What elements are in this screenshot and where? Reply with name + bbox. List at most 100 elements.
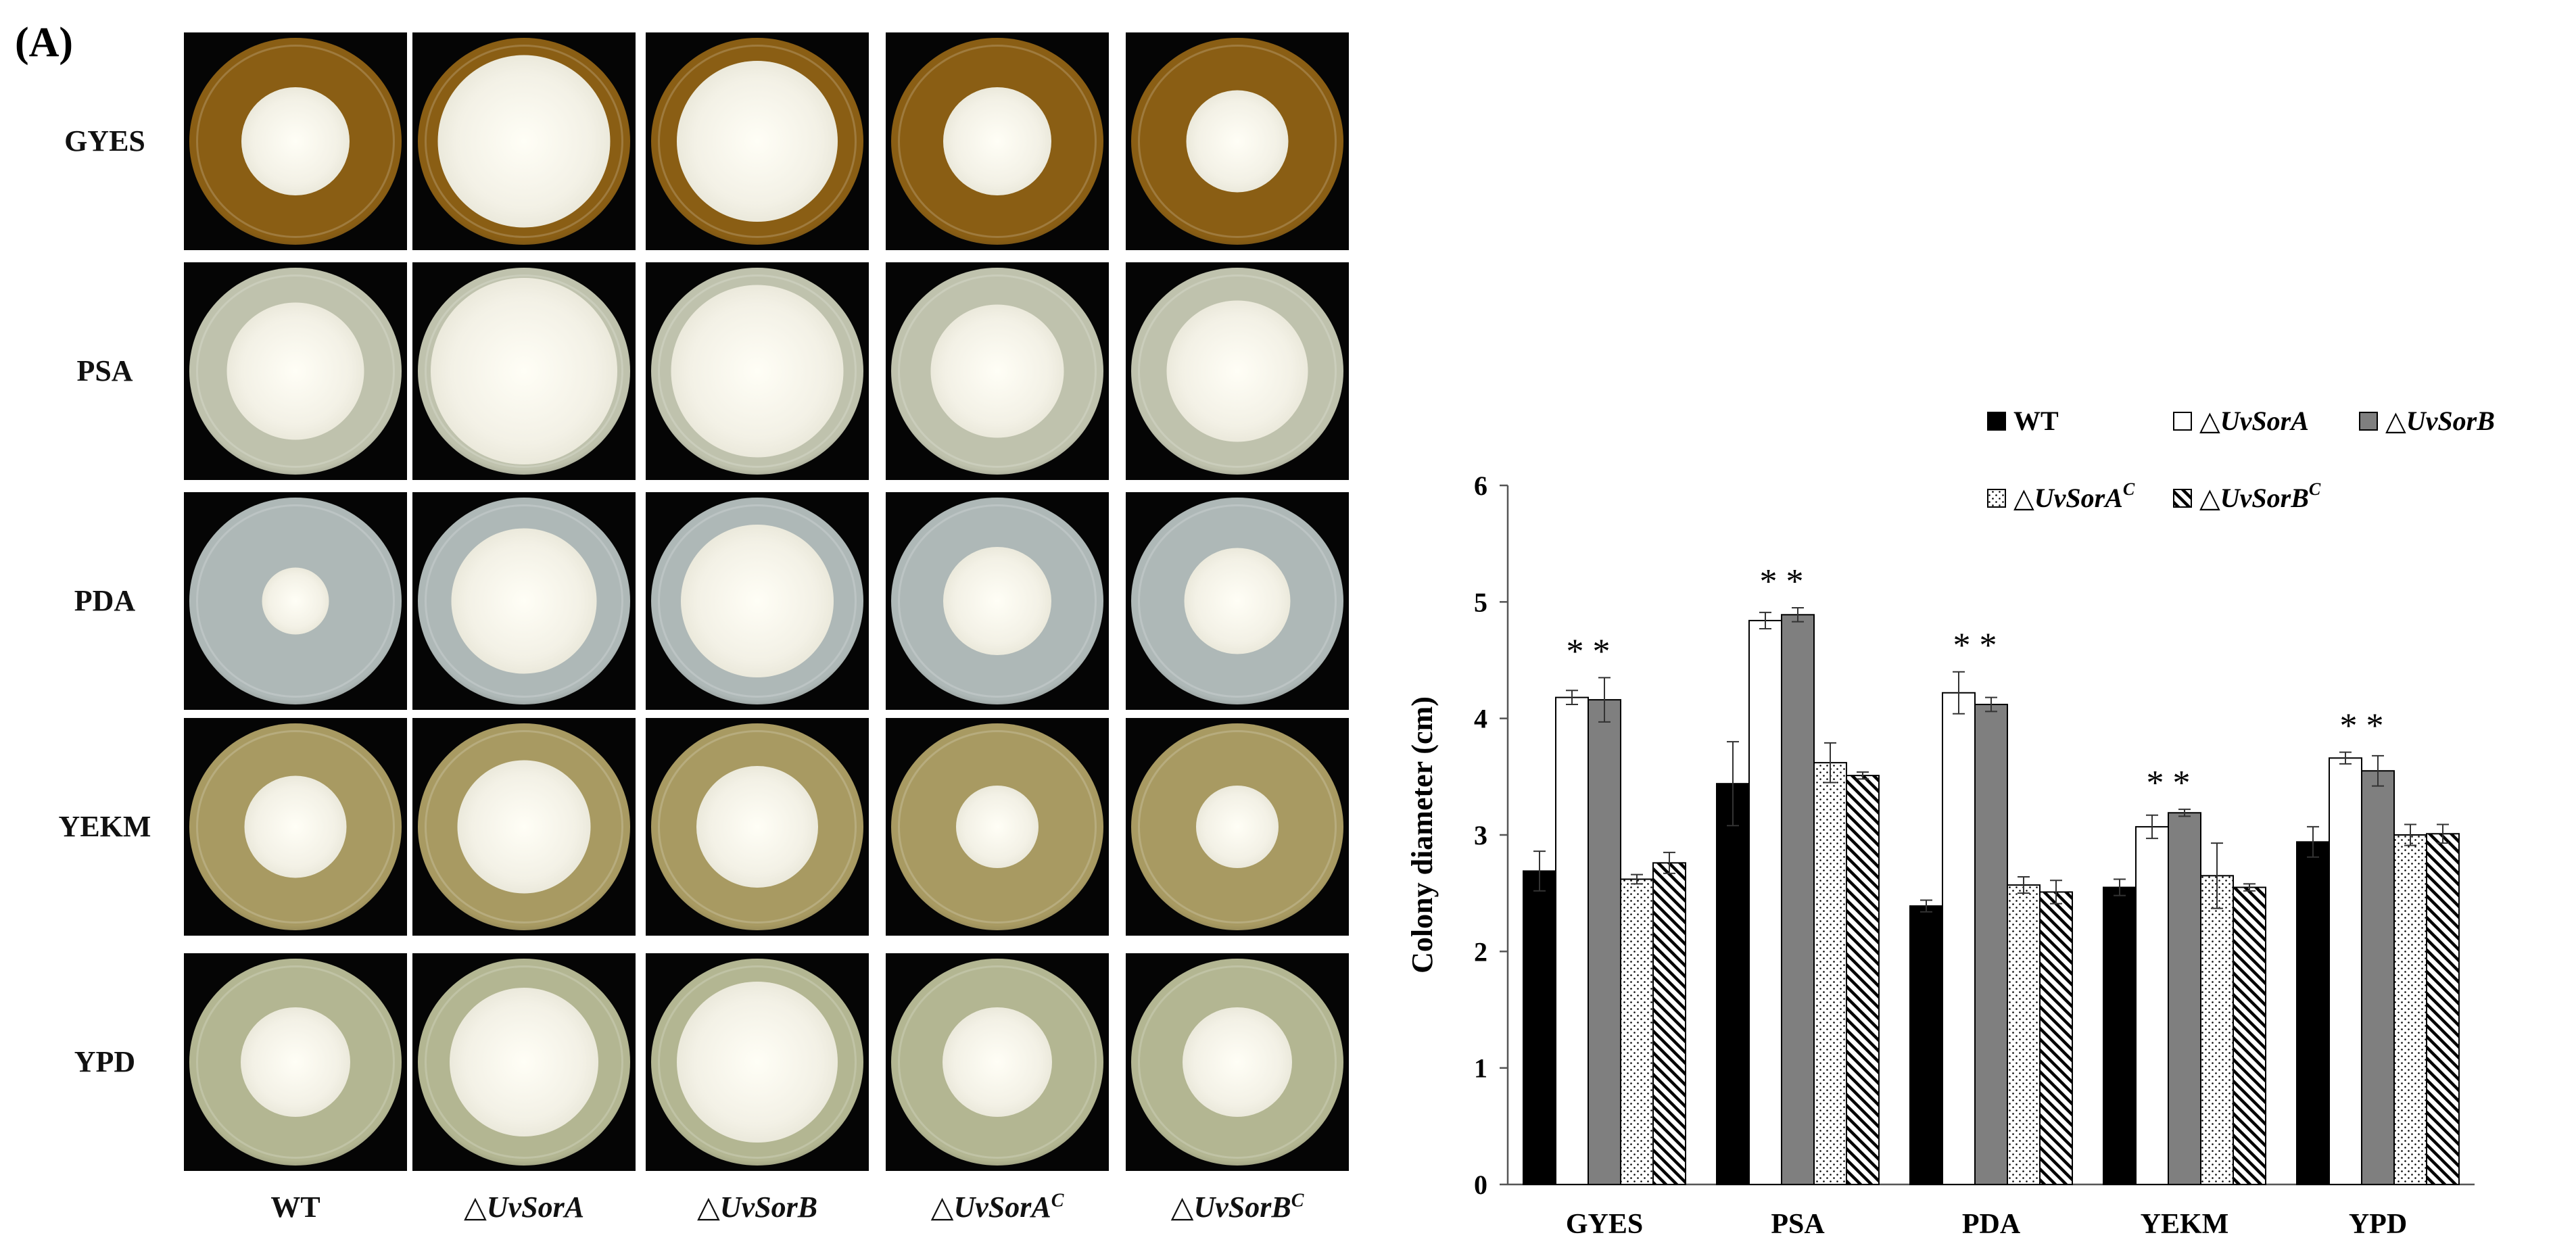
petri-dish <box>891 268 1103 475</box>
petri-dish <box>418 959 630 1166</box>
bar-psa-2 <box>1748 619 1782 1185</box>
bar-ypd-1 <box>2296 841 2330 1186</box>
fungal-colony <box>226 302 364 440</box>
fungal-colony <box>930 304 1064 438</box>
significance-marker: * * <box>1953 627 1997 665</box>
petri-dish <box>418 723 630 930</box>
y-tick-label: 0 <box>1474 1170 1487 1200</box>
x-tick-label: GYES <box>1566 1209 1643 1237</box>
petri-dish <box>418 38 630 245</box>
petri-dish <box>1131 959 1343 1166</box>
plate-psa-5 <box>1126 262 1349 480</box>
plate-yekm-2 <box>412 718 636 936</box>
bar-yekm-2 <box>2135 825 2169 1185</box>
plate-gyes-2 <box>412 32 636 250</box>
petri-dish <box>189 723 402 930</box>
plate-gyes-4 <box>886 32 1109 250</box>
significance-marker: * * <box>2340 707 2384 746</box>
fungal-colony <box>431 278 617 464</box>
petri-dish <box>1131 38 1343 245</box>
fungal-colony <box>437 55 611 228</box>
plate-yekm-3 <box>646 718 869 936</box>
x-tick-label: PDA <box>1962 1209 2021 1237</box>
bar-yekm-4 <box>2200 875 2234 1185</box>
legend-label-1: WT <box>2013 406 2059 436</box>
petri-dish <box>189 38 402 245</box>
y-tick-label: 3 <box>1474 820 1487 850</box>
plate-pda-1 <box>184 492 407 710</box>
plate-ypd-2 <box>412 953 636 1171</box>
significance-marker: * * <box>1760 562 1804 601</box>
y-tick-label: 6 <box>1474 471 1487 501</box>
petri-dish <box>189 498 402 704</box>
legend-label-2: △UvSorA <box>2199 406 2309 436</box>
bar-ypd-3 <box>2361 770 2395 1185</box>
fungal-colony <box>1196 786 1279 868</box>
petri-dish <box>1131 498 1343 704</box>
legend-swatch-3 <box>2359 412 2378 431</box>
petri-dish <box>651 498 863 704</box>
petri-dish <box>1131 268 1343 475</box>
bar-psa-3 <box>1781 614 1815 1186</box>
bar-pda-1 <box>1909 905 1943 1186</box>
y-tick-label: 4 <box>1474 704 1487 734</box>
row-label-pda: PDA <box>74 584 136 617</box>
plate-yekm-5 <box>1126 718 1349 936</box>
fungal-colony <box>244 775 347 878</box>
bar-pda-5 <box>2039 891 2073 1186</box>
petri-dish <box>418 498 630 704</box>
petri-dish <box>891 959 1103 1166</box>
x-tick-label: YPD <box>2349 1209 2407 1237</box>
fungal-colony <box>943 1007 1052 1117</box>
fungal-colony <box>1184 548 1291 654</box>
column-label-1: WT <box>270 1191 320 1224</box>
plate-gyes-1 <box>184 32 407 250</box>
bar-pda-4 <box>2007 884 2041 1185</box>
plate-psa-4 <box>886 262 1109 480</box>
column-label-4: △UvSorAC <box>930 1190 1064 1224</box>
fungal-colony <box>457 760 591 894</box>
bar-yekm-1 <box>2103 886 2137 1185</box>
plate-yekm-4 <box>886 718 1109 936</box>
plate-psa-3 <box>646 262 869 480</box>
bar-pda-2 <box>1942 692 1976 1185</box>
bar-ypd-2 <box>2329 757 2362 1185</box>
bar-gyes-5 <box>1652 862 1686 1185</box>
plate-pda-4 <box>886 492 1109 710</box>
column-label-3: △UvSorB <box>696 1191 818 1224</box>
petri-dish <box>189 959 402 1166</box>
row-label-ypd: YPD <box>74 1045 136 1078</box>
petri-dish <box>651 268 863 475</box>
plate-yekm-1 <box>184 718 407 936</box>
bar-yekm-3 <box>2168 812 2201 1185</box>
plate-ypd-4 <box>886 953 1109 1171</box>
fungal-colony <box>677 982 838 1143</box>
fungal-colony <box>241 87 350 195</box>
bar-pda-3 <box>1974 703 2008 1185</box>
bar-gyes-1 <box>1523 870 1556 1185</box>
legend-swatch-1 <box>1987 412 2006 431</box>
bar-ypd-5 <box>2426 833 2460 1185</box>
plate-pda-2 <box>412 492 636 710</box>
legend-label-4: △UvSorAC <box>2013 479 2135 513</box>
row-label-yekm: YEKM <box>58 810 151 843</box>
significance-marker: * * <box>1567 632 1611 671</box>
y-tick-label: 5 <box>1474 587 1487 617</box>
legend-swatch-5 <box>2173 489 2192 508</box>
petri-dish <box>891 38 1103 245</box>
y-axis-label: Colony diameter (cm) <box>1406 696 1439 974</box>
x-tick-label: PSA <box>1771 1209 1825 1237</box>
fungal-colony <box>241 1007 350 1117</box>
fungal-colony <box>1186 90 1289 193</box>
bar-yekm-5 <box>2233 886 2266 1185</box>
bar-psa-4 <box>1813 762 1847 1185</box>
petri-dish <box>189 268 402 475</box>
y-tick-label: 2 <box>1474 936 1487 967</box>
bar-psa-1 <box>1716 783 1750 1185</box>
plate-ypd-1 <box>184 953 407 1171</box>
fungal-colony <box>943 547 1051 655</box>
legend-swatch-4 <box>1987 489 2006 508</box>
bar-gyes-4 <box>1620 878 1654 1186</box>
fungal-colony <box>671 285 844 458</box>
plate-psa-1 <box>184 262 407 480</box>
